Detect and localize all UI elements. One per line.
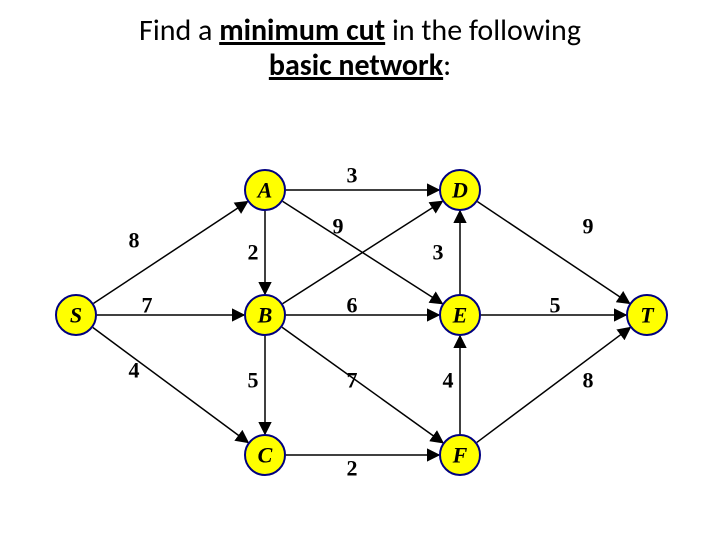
edge-label-F-E: 4 bbox=[443, 368, 454, 393]
edge-S-C bbox=[93, 327, 248, 442]
node-label-S: S bbox=[70, 303, 82, 328]
edge-label-F-T: 8 bbox=[583, 368, 594, 393]
node-label-D: D bbox=[451, 178, 468, 203]
node-label-A: A bbox=[256, 178, 273, 203]
edge-label-D-T: 9 bbox=[583, 214, 594, 239]
node-label-B: B bbox=[257, 303, 273, 328]
node-label-F: F bbox=[452, 443, 468, 468]
node-label-E: E bbox=[452, 303, 468, 328]
edge-F-T bbox=[477, 328, 630, 443]
edge-D-T bbox=[477, 202, 629, 304]
edge-label-A-E: 9 bbox=[333, 214, 344, 239]
edge-label-B-D: 3 bbox=[433, 240, 444, 265]
edge-label-S-C: 4 bbox=[129, 358, 140, 383]
edge-label-S-B: 7 bbox=[142, 293, 153, 318]
edge-label-E-T: 5 bbox=[550, 293, 561, 318]
edge-label-A-D: 3 bbox=[347, 163, 358, 188]
edge-label-S-A: 8 bbox=[129, 228, 140, 253]
edge-B-F bbox=[282, 327, 443, 443]
edge-S-A bbox=[94, 202, 248, 304]
network-diagram: S A B C D E F T 8 7 4 3 2 9 3 6 5 7 2 9 5 4 8 bbox=[0, 0, 720, 540]
edge-label-B-E: 6 bbox=[347, 293, 358, 318]
node-label-T: T bbox=[640, 303, 655, 328]
edge-label-B-C: 5 bbox=[248, 368, 259, 393]
edge-label-A-B: 2 bbox=[248, 240, 259, 265]
node-label-C: C bbox=[258, 443, 273, 468]
edge-label-C-F: 2 bbox=[347, 456, 358, 481]
edge-label-B-F: 7 bbox=[347, 368, 358, 393]
